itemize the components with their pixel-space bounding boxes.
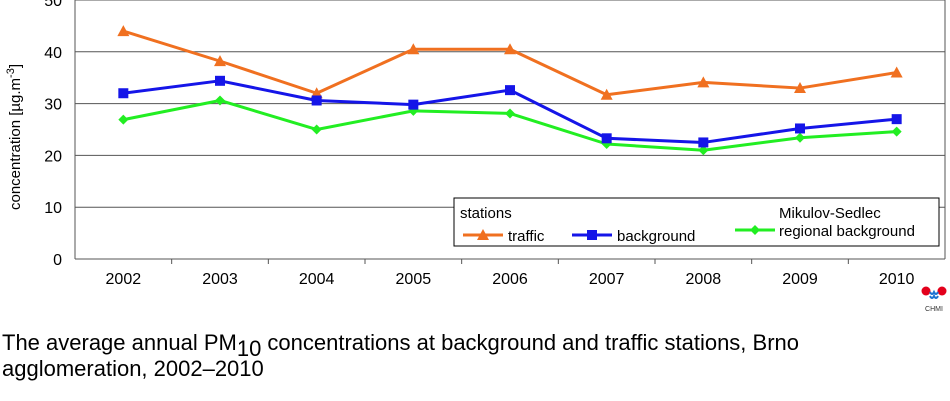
data-point bbox=[215, 75, 225, 86]
legend-label: background bbox=[617, 228, 695, 245]
data-point bbox=[698, 145, 709, 156]
y-tick-label: 40 bbox=[44, 45, 62, 62]
data-point bbox=[697, 76, 710, 88]
data-point bbox=[891, 114, 902, 125]
y-tick-label: 50 bbox=[44, 0, 62, 10]
series-line bbox=[123, 98, 897, 152]
legend-swatch-marker bbox=[477, 229, 489, 240]
legend-label: traffic bbox=[508, 228, 545, 245]
x-tick-label: 2004 bbox=[299, 271, 335, 288]
y-tick-label: 10 bbox=[44, 200, 62, 217]
legend-swatch-marker bbox=[750, 225, 760, 235]
data-point bbox=[215, 95, 225, 106]
caption-subscript: 10 bbox=[236, 336, 262, 361]
data-point bbox=[891, 126, 902, 137]
data-point bbox=[504, 43, 516, 55]
line-chart: 0 10 20 30 40 50 2002 2003 2004 2005 2006 2007 2008… bbox=[5, 0, 946, 288]
data-point bbox=[795, 123, 805, 134]
y-tick-label: 30 bbox=[44, 97, 62, 114]
data-point bbox=[311, 95, 322, 106]
x-tick-label: 2006 bbox=[492, 271, 528, 288]
data-point bbox=[118, 114, 129, 125]
data-point bbox=[890, 66, 903, 78]
series-1 bbox=[118, 75, 902, 148]
data-point bbox=[794, 82, 806, 94]
x-axis-ticks: 2002 2003 2004 2005 2006 2007 2008 2009 2010 bbox=[106, 271, 915, 288]
data-point bbox=[407, 43, 420, 55]
legend-entry-1: background bbox=[572, 228, 695, 245]
data-point bbox=[795, 132, 805, 143]
legend-title: stations bbox=[460, 205, 512, 222]
chmi-logo: CHMI bbox=[921, 286, 947, 313]
legend-label-line1: Mikulov-Sedlec bbox=[779, 205, 881, 222]
data-point bbox=[118, 88, 129, 99]
series-0 bbox=[117, 25, 903, 100]
data-point bbox=[311, 124, 322, 135]
series-lines bbox=[117, 25, 903, 156]
data-point bbox=[505, 85, 515, 96]
figure-caption: The average annual PM10 concentrations a… bbox=[2, 330, 942, 382]
y-axis-label: concentration [µg.m-3] bbox=[5, 64, 24, 210]
x-tick-label: 2007 bbox=[589, 271, 625, 288]
logo-text: CHMI bbox=[925, 306, 943, 313]
x-tick-label: 2002 bbox=[106, 271, 142, 288]
caption-prefix: The average annual PM bbox=[2, 330, 237, 355]
legend-box bbox=[453, 197, 940, 247]
data-point bbox=[600, 88, 613, 100]
caption-suffix: concentrations at background and traffic… bbox=[2, 330, 800, 381]
data-point bbox=[698, 137, 709, 148]
legend-entry-0: traffic bbox=[463, 228, 545, 245]
x-tick-label: 2008 bbox=[686, 271, 722, 288]
legend-label-line2: regional background bbox=[779, 223, 915, 240]
legend: stations traffic background Mikulov-Sedlec… bbox=[453, 197, 940, 247]
legend-swatch-marker bbox=[587, 230, 597, 240]
data-point bbox=[505, 108, 515, 119]
data-point bbox=[601, 133, 612, 144]
x-tick-label: 2003 bbox=[202, 271, 238, 288]
series-2 bbox=[118, 95, 902, 156]
data-point bbox=[408, 99, 419, 110]
x-tick-label: 2009 bbox=[782, 271, 818, 288]
y-tick-label: 20 bbox=[44, 148, 62, 165]
x-tick-label: 2010 bbox=[879, 271, 915, 288]
y-axis-ticks: 0 10 20 30 40 50 bbox=[44, 0, 62, 269]
x-tick-label: 2005 bbox=[396, 271, 432, 288]
data-point bbox=[117, 25, 130, 37]
data-point bbox=[310, 87, 323, 99]
y-tick-label: 0 bbox=[53, 252, 62, 269]
data-point bbox=[214, 55, 226, 67]
